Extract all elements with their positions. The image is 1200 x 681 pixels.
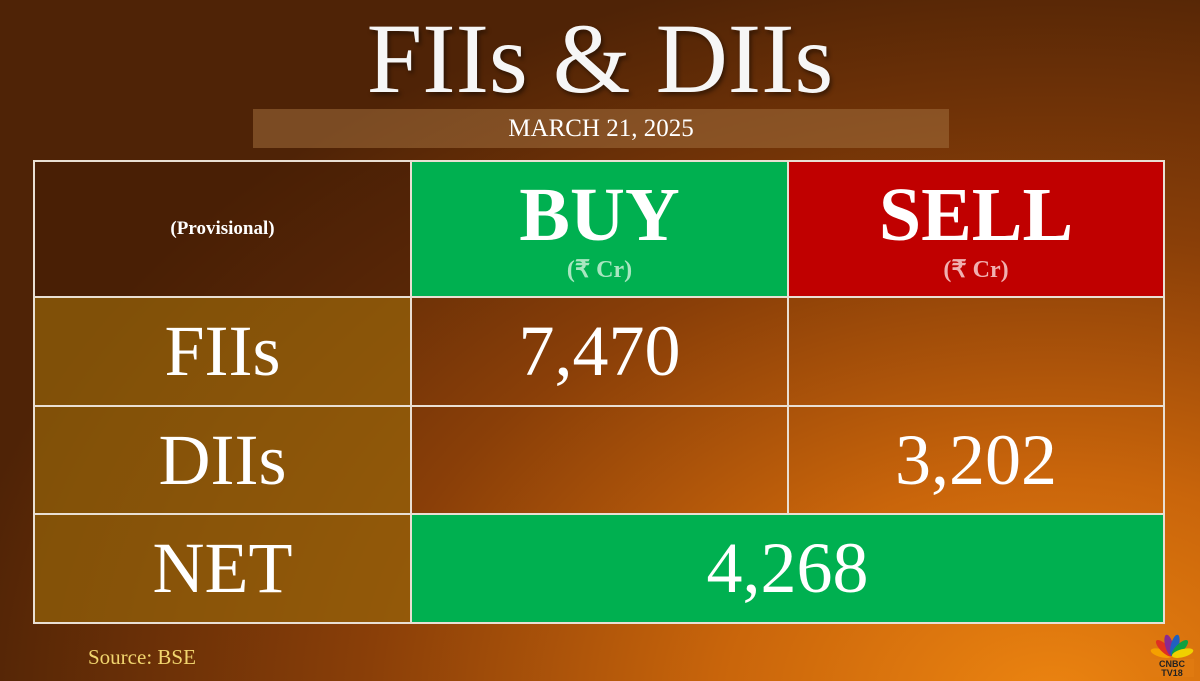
net-label: NET (33, 513, 412, 624)
buy-unit: (₹ Cr) (566, 256, 633, 283)
dii-buy-value (410, 405, 789, 515)
svg-text:TV18: TV18 (1161, 668, 1183, 678)
provisional-label: (Provisional) (33, 160, 412, 298)
date-banner: MARCH 21, 2025 (253, 109, 949, 148)
row-label: FIIs (33, 296, 412, 407)
dii-sell-value: 3,202 (787, 405, 1165, 515)
row-label: DIIs (33, 405, 412, 515)
table-row-diis: DIIs 3,202 (33, 405, 1165, 515)
sell-label: SELL (878, 172, 1074, 257)
fii-dii-table: (Provisional) BUY (₹ Cr) SELL (₹ Cr) FIIs … (33, 160, 1165, 624)
source-note: Source: BSE (88, 645, 196, 669)
buy-label: BUY (519, 172, 680, 257)
svg-text:CNBC: CNBC (1159, 659, 1185, 669)
sell-unit: (₹ Cr) (943, 256, 1009, 283)
buy-header: BUY (₹ Cr) (410, 160, 789, 298)
net-value: 4,268 (410, 513, 1165, 624)
table-row-fiis: FIIs 7,470 (33, 296, 1165, 407)
fii-buy-value: 7,470 (410, 296, 789, 407)
page-title: FIIs & DIIs (366, 3, 834, 114)
sell-header: SELL (₹ Cr) (787, 160, 1165, 298)
cnbc-tv18-logo: CNBC TV18 (1150, 634, 1194, 678)
table-row-net: NET 4,268 (33, 513, 1165, 624)
fii-sell-value (787, 296, 1165, 407)
